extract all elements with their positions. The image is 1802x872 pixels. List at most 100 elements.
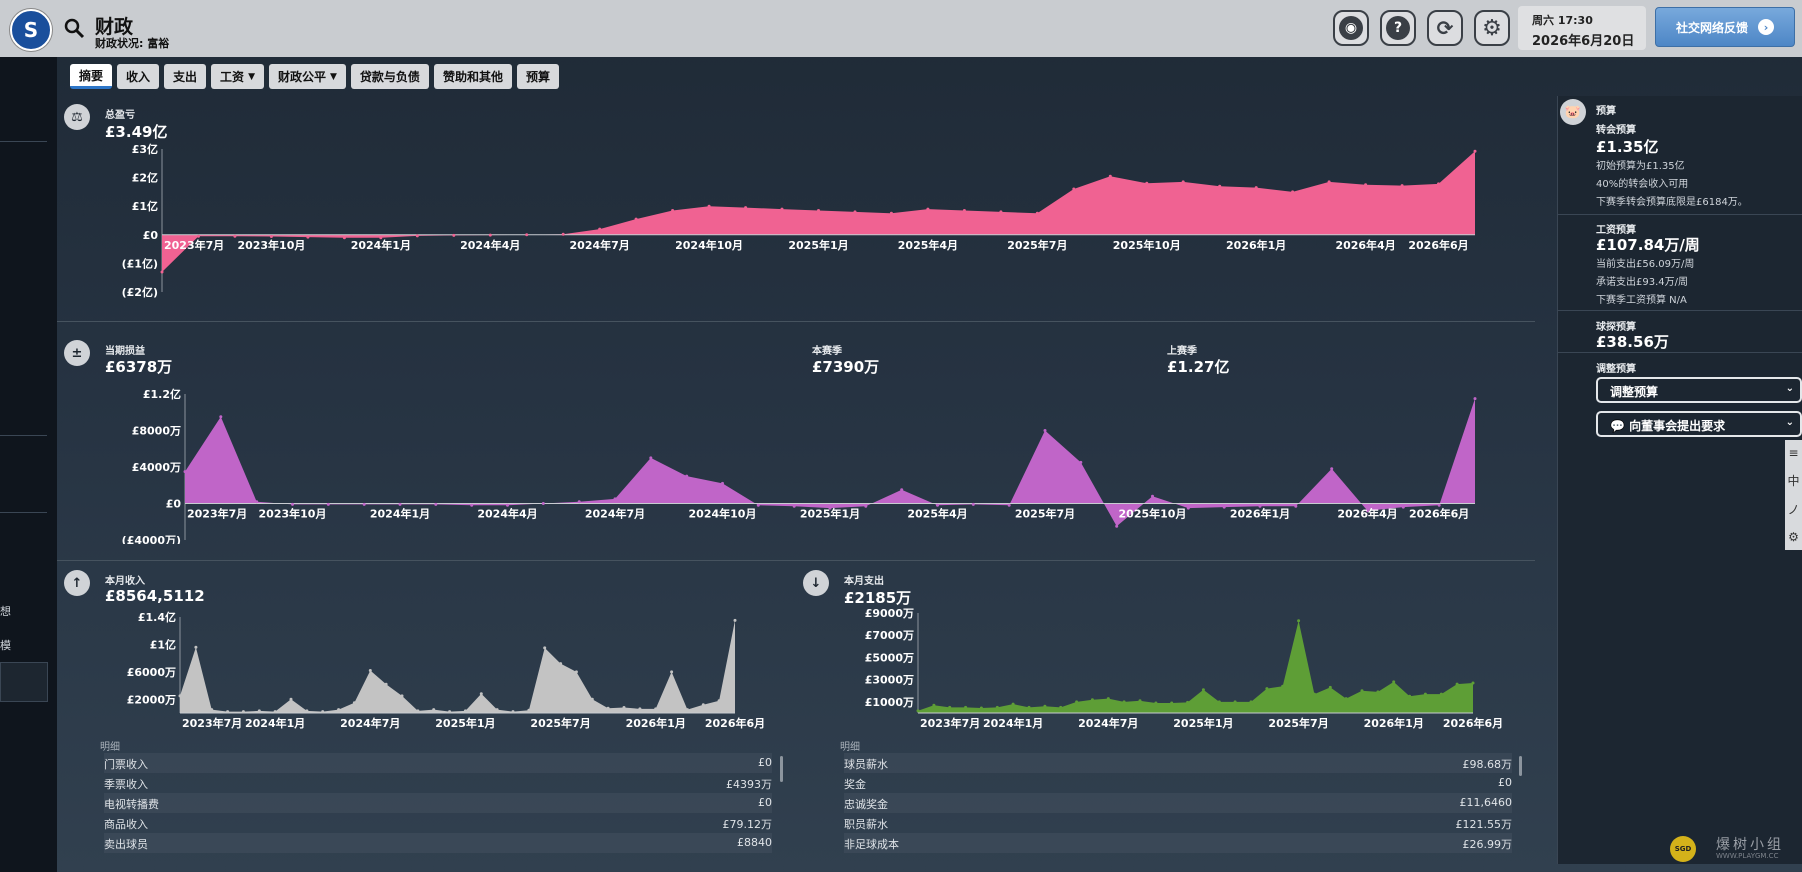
data-point[interactable] bbox=[853, 210, 857, 214]
data-point[interactable] bbox=[1392, 680, 1396, 684]
data-point[interactable] bbox=[219, 415, 223, 419]
data-point[interactable] bbox=[613, 497, 617, 501]
data-point[interactable] bbox=[326, 502, 330, 506]
data-point[interactable] bbox=[916, 709, 920, 713]
floating-toolbar[interactable]: ≡ 中 ノ ⚙ bbox=[1785, 440, 1802, 550]
data-point[interactable] bbox=[1366, 509, 1369, 513]
data-point[interactable] bbox=[1281, 684, 1285, 688]
data-point[interactable] bbox=[210, 708, 214, 712]
data-point[interactable] bbox=[733, 618, 737, 622]
chinese-input-icon[interactable]: 中 bbox=[1787, 474, 1800, 488]
data-point[interactable] bbox=[541, 502, 545, 505]
data-point[interactable] bbox=[352, 701, 356, 705]
data-point[interactable] bbox=[999, 210, 1003, 214]
data-point[interactable] bbox=[1186, 700, 1190, 704]
details-row[interactable]: 季票收入 £4393万 bbox=[104, 773, 772, 793]
gear-icon[interactable]: ⚙ bbox=[1788, 530, 1799, 544]
settings-button[interactable]: ⚙ bbox=[1474, 10, 1510, 46]
tab-loans[interactable]: 贷款与负债 bbox=[350, 64, 429, 89]
data-point[interactable] bbox=[1233, 700, 1237, 704]
data-point[interactable] bbox=[368, 669, 372, 672]
data-point[interactable] bbox=[1360, 689, 1364, 693]
data-point[interactable] bbox=[183, 470, 187, 474]
search-icon[interactable] bbox=[63, 17, 85, 39]
data-point[interactable] bbox=[649, 456, 653, 460]
data-point[interactable] bbox=[780, 207, 784, 211]
data-point[interactable] bbox=[828, 506, 832, 510]
data-point[interactable] bbox=[1294, 504, 1298, 508]
data-point[interactable] bbox=[864, 504, 868, 508]
board-request-dropdown[interactable]: 💬 向董事会提出要求 ⌄ bbox=[1596, 411, 1802, 437]
sidebar-item-label[interactable]: 模 bbox=[0, 639, 11, 652]
data-point[interactable] bbox=[1473, 149, 1477, 153]
data-point[interactable] bbox=[948, 705, 952, 709]
data-point[interactable] bbox=[1075, 700, 1079, 704]
tab-wages[interactable]: 工资 ▼ bbox=[211, 64, 264, 89]
data-point[interactable] bbox=[1328, 685, 1332, 689]
data-point[interactable] bbox=[448, 710, 452, 714]
data-point[interactable] bbox=[1408, 694, 1412, 698]
data-point[interactable] bbox=[1181, 180, 1185, 184]
data-point[interactable] bbox=[1327, 180, 1331, 184]
data-point[interactable] bbox=[577, 500, 581, 504]
data-point[interactable] bbox=[1011, 702, 1015, 706]
data-point[interactable] bbox=[321, 710, 325, 714]
data-point[interactable] bbox=[1186, 506, 1190, 510]
data-point[interactable] bbox=[1471, 681, 1475, 685]
data-point[interactable] bbox=[1297, 619, 1301, 623]
data-point[interactable] bbox=[701, 703, 705, 707]
data-point[interactable] bbox=[1007, 503, 1011, 507]
data-point[interactable] bbox=[1154, 701, 1158, 705]
data-point[interactable] bbox=[1401, 505, 1405, 509]
data-point[interactable] bbox=[273, 710, 277, 714]
tab-financial-fair-play[interactable]: 财政公平 ▼ bbox=[268, 64, 346, 89]
data-point[interactable] bbox=[559, 662, 563, 666]
data-point[interactable] bbox=[1364, 183, 1368, 187]
data-point[interactable] bbox=[979, 706, 983, 710]
data-point[interactable] bbox=[962, 209, 966, 212]
data-point[interactable] bbox=[1145, 181, 1149, 185]
data-point[interactable] bbox=[1437, 503, 1441, 507]
data-point[interactable] bbox=[434, 502, 438, 506]
data-point[interactable] bbox=[1218, 184, 1222, 188]
data-point[interactable] bbox=[1330, 467, 1334, 471]
sidebar-selected-item[interactable] bbox=[0, 662, 48, 702]
adjust-budget-dropdown[interactable]: 调整预算 ⌄ bbox=[1596, 377, 1802, 403]
data-point[interactable] bbox=[1072, 187, 1076, 191]
data-point[interactable] bbox=[488, 233, 492, 237]
data-point[interactable] bbox=[379, 236, 383, 240]
data-point[interactable] bbox=[1122, 700, 1126, 704]
details-row[interactable]: 非足球成本 £26.99万 bbox=[844, 833, 1512, 853]
data-point[interactable] bbox=[337, 708, 341, 712]
data-point[interactable] bbox=[900, 488, 904, 492]
data-point[interactable] bbox=[671, 209, 675, 212]
data-point[interactable] bbox=[1106, 697, 1110, 701]
data-point[interactable] bbox=[1265, 687, 1269, 691]
data-point[interactable] bbox=[160, 270, 164, 274]
data-point[interactable] bbox=[525, 233, 529, 237]
data-point[interactable] bbox=[1312, 692, 1316, 696]
data-point[interactable] bbox=[416, 709, 420, 713]
data-point[interactable] bbox=[685, 708, 689, 712]
data-point[interactable] bbox=[670, 670, 674, 674]
data-point[interactable] bbox=[926, 207, 930, 211]
data-point[interactable] bbox=[685, 474, 689, 478]
data-point[interactable] bbox=[1249, 700, 1253, 704]
data-point[interactable] bbox=[415, 234, 419, 238]
data-point[interactable] bbox=[479, 692, 483, 696]
data-point[interactable] bbox=[889, 211, 893, 215]
data-point[interactable] bbox=[638, 707, 642, 711]
data-point[interactable] bbox=[598, 227, 602, 231]
data-point[interactable] bbox=[1437, 182, 1440, 186]
data-point[interactable] bbox=[1059, 705, 1063, 709]
data-point[interactable] bbox=[995, 705, 999, 709]
data-point[interactable] bbox=[1344, 697, 1348, 701]
data-point[interactable] bbox=[717, 699, 721, 703]
social-feedback-button[interactable]: 社交网络反馈 › bbox=[1655, 7, 1795, 47]
data-point[interactable] bbox=[269, 235, 273, 238]
data-point[interactable] bbox=[1473, 397, 1477, 401]
expense-scrollbar[interactable] bbox=[1519, 756, 1522, 776]
details-row[interactable]: 职员薪水 £121.55万 bbox=[844, 813, 1512, 833]
data-point[interactable] bbox=[792, 504, 796, 508]
data-point[interactable] bbox=[1138, 699, 1142, 703]
